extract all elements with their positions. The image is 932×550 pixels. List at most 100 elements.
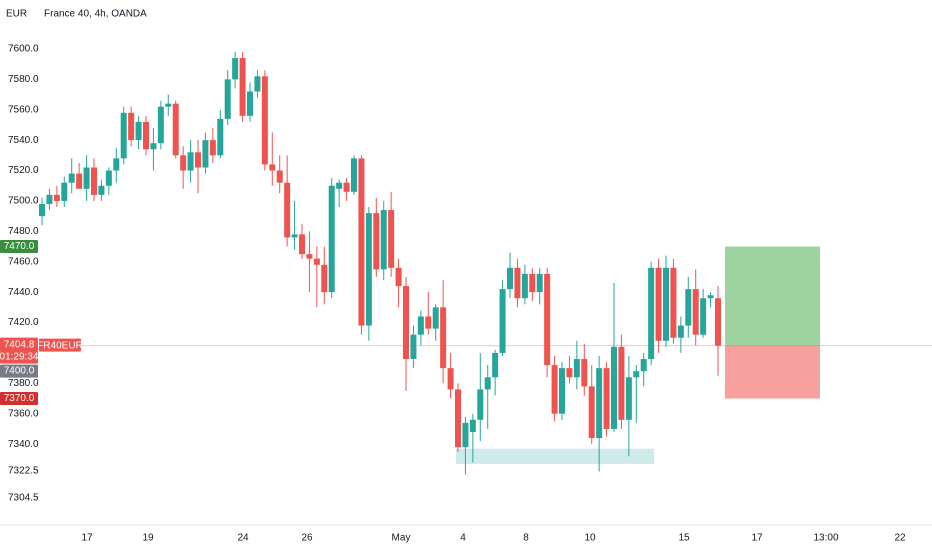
candle-body <box>328 185 335 293</box>
candle-body <box>299 234 305 255</box>
candle-body <box>113 158 120 171</box>
candle-body <box>395 267 402 287</box>
candle-body <box>217 118 224 156</box>
y-tick-label: 7580.0 <box>8 74 39 85</box>
last-price-label: 7404.8 <box>4 339 35 350</box>
candle-body <box>98 185 105 195</box>
candle-body <box>46 194 53 204</box>
candle-body <box>499 289 506 353</box>
candle-body <box>625 377 632 420</box>
candle-body <box>195 152 201 168</box>
y-tick-label: 7380.0 <box>8 378 39 389</box>
candle-body <box>469 419 476 432</box>
candle-body <box>202 140 209 168</box>
candle-body <box>633 371 640 378</box>
currency-label: EUR <box>6 9 27 20</box>
candle-body <box>232 58 239 80</box>
x-tick-label: 10 <box>584 533 596 544</box>
candle-body <box>105 170 112 186</box>
y-tick-label: 7440.0 <box>8 287 39 298</box>
candle-body <box>507 267 513 290</box>
candle-body <box>321 264 328 293</box>
last-price-tag <box>0 337 38 364</box>
candle-body <box>313 258 320 265</box>
candle-body <box>306 254 313 259</box>
candle-body <box>61 182 68 201</box>
x-tick-label: 4 <box>460 533 466 544</box>
candle-body <box>120 112 127 159</box>
candle-body <box>492 352 499 378</box>
candle-body <box>670 267 677 338</box>
candle-body <box>529 273 536 293</box>
y-tick-label: 7304.5 <box>8 493 39 504</box>
candle-body <box>655 267 662 341</box>
candle-body <box>291 234 298 238</box>
candle-body <box>425 316 432 329</box>
price-tag <box>0 364 38 378</box>
candle-body <box>403 286 409 360</box>
price-tag-label: 7370.0 <box>4 393 35 404</box>
candle-body <box>343 182 350 192</box>
candle-body <box>351 158 357 192</box>
y-tick-label: 7600.0 <box>8 44 39 55</box>
candle-body <box>224 79 231 119</box>
candle-body <box>514 267 521 299</box>
candle-body <box>700 298 707 335</box>
loss-zone <box>725 345 820 399</box>
candle-body <box>566 368 573 378</box>
candle-body <box>209 140 216 156</box>
countdown: 01:29:34 <box>0 351 39 362</box>
y-tick-label: 7322.5 <box>8 465 39 476</box>
candle-body <box>269 164 276 171</box>
x-tick-label: 26 <box>301 533 313 544</box>
candle-body <box>247 91 253 116</box>
price-tag <box>0 392 38 406</box>
y-tick-label: 7460.0 <box>8 256 39 267</box>
x-tick-label: 24 <box>237 533 249 544</box>
candle-body <box>581 359 588 387</box>
candle-body <box>128 112 135 141</box>
x-tick-label: 17 <box>81 533 93 544</box>
x-tick-label: 17 <box>751 533 763 544</box>
candle-body <box>358 158 365 326</box>
chart-title: France 40, 4h, OANDA <box>44 9 147 20</box>
candle-body <box>239 58 246 116</box>
y-tick-label: 7340.0 <box>8 439 39 450</box>
candle-body <box>76 173 83 189</box>
candle-body <box>648 267 655 360</box>
candle-body <box>91 167 97 195</box>
x-tick-label: May <box>392 533 411 544</box>
candle-body <box>640 359 647 372</box>
candle-body <box>477 389 484 420</box>
candle-body <box>284 182 291 238</box>
candle-body <box>447 368 454 390</box>
x-tick-label: 15 <box>678 533 690 544</box>
candle-body <box>573 359 580 378</box>
candle-body <box>588 386 595 439</box>
candle-body <box>373 213 380 270</box>
candle-body <box>150 143 157 150</box>
candle-body <box>380 210 387 270</box>
candle-body <box>165 103 172 107</box>
candle-body <box>544 273 551 366</box>
candle-body <box>410 334 417 360</box>
candle-body <box>417 316 424 335</box>
candle-body <box>440 307 447 369</box>
candle-body <box>336 182 343 189</box>
candle-body <box>455 389 461 448</box>
candle-body <box>261 76 268 165</box>
candle-body <box>180 155 187 171</box>
y-tick-label: 7360.0 <box>8 408 39 419</box>
candle-body <box>692 289 699 335</box>
candle-body <box>663 267 669 341</box>
candle-body <box>603 368 610 429</box>
candle-body <box>536 273 543 293</box>
x-tick-label: 22 <box>894 533 906 544</box>
x-tick-label: 19 <box>142 533 154 544</box>
price-tag <box>0 240 38 254</box>
candle-body <box>254 76 261 92</box>
y-tick-label: 7520.0 <box>8 165 39 176</box>
profit-zone <box>725 246 820 346</box>
candle-body <box>83 167 90 189</box>
